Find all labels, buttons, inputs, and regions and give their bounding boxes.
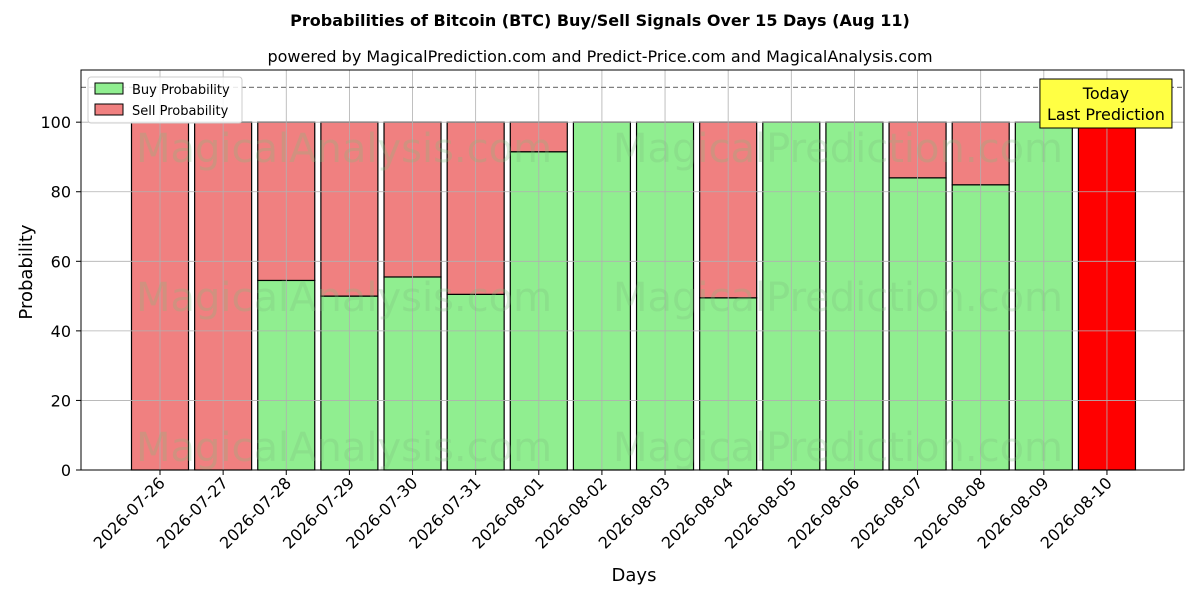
y-tick-label: 80 xyxy=(51,183,71,202)
legend: Buy Probability Sell Probability xyxy=(87,76,243,124)
legend-label-sell: Sell Probability xyxy=(132,104,229,119)
watermark-text: MagicalAnalysis.com xyxy=(136,275,552,321)
plot-frame xyxy=(80,69,1185,471)
y-tick-label: 0 xyxy=(61,461,71,480)
y-tick-label: 100 xyxy=(40,113,71,132)
y-axis-label: Probability xyxy=(16,224,37,319)
plot-area: MagicalAnalysis.com MagicalPrediction.com… xyxy=(40,69,1185,553)
legend-box xyxy=(87,76,243,124)
today-annotation-box xyxy=(1039,78,1173,129)
y-tick-label: 40 xyxy=(51,322,71,341)
legend-label-buy: Buy Probability xyxy=(132,83,230,98)
chart-title: Probabilities of Bitcoin (BTC) Buy/Sell … xyxy=(290,11,910,30)
x-axis-label: Days xyxy=(612,565,657,586)
y-tick-label: 60 xyxy=(51,252,71,271)
legend-swatch-sell xyxy=(94,103,124,116)
legend-swatch-buy xyxy=(94,82,124,95)
last-prediction-label: Last Prediction xyxy=(1047,105,1165,124)
chart-subtitle: powered by MagicalPrediction.com and Pre… xyxy=(267,47,932,66)
watermark-text: MagicalAnalysis.com xyxy=(136,425,552,471)
today-annotation-label: Today xyxy=(1082,84,1129,103)
watermark-text: MagicalPrediction.com xyxy=(613,126,1063,172)
watermark-text: MagicalPrediction.com xyxy=(613,275,1063,321)
y-tick-label: 20 xyxy=(51,391,71,410)
watermark-text: MagicalAnalysis.com xyxy=(136,126,552,172)
watermark-text: MagicalPrediction.com xyxy=(613,425,1063,471)
